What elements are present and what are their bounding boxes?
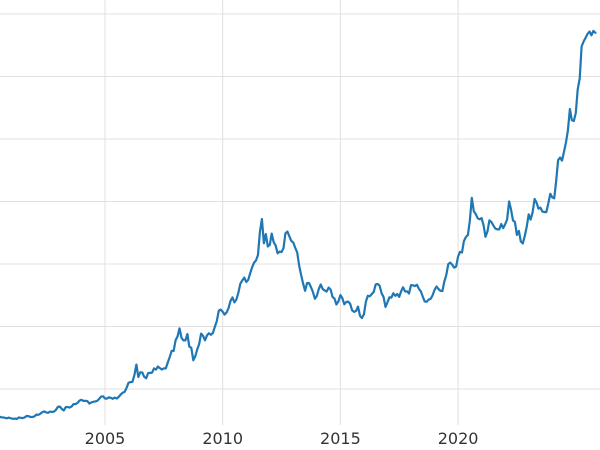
x-tick-label: 2020	[438, 429, 479, 448]
x-tick-label: 2005	[85, 429, 126, 448]
price-series-line	[0, 29, 597, 421]
x-tick-label: 2010	[202, 429, 243, 448]
x-tick-label: 2015	[320, 429, 361, 448]
